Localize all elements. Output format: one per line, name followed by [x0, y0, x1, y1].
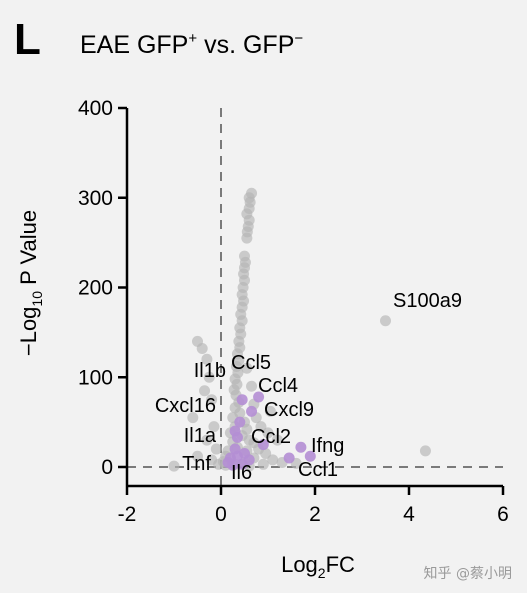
watermark: 知乎 @蔡小明 — [424, 565, 512, 582]
y-axis-label-pre: −Log — [16, 307, 41, 357]
grey-data-point — [196, 343, 208, 355]
highlighted-data-point — [227, 459, 239, 471]
gene-label-ifng: Ifng — [311, 435, 344, 457]
grey-data-point — [199, 385, 211, 397]
gene-label-il1a: Il1a — [184, 425, 217, 447]
gene-label-cxcl16: Cxcl16 — [155, 395, 216, 417]
gene-label-il6: Il6 — [231, 462, 252, 484]
grey-data-point — [267, 454, 279, 466]
highlighted-data-point — [231, 450, 243, 462]
x-axis-label: Log2FC — [281, 552, 355, 581]
grey-data-point — [380, 315, 391, 327]
grey-data-point — [241, 232, 253, 244]
panel-letter: L — [14, 15, 41, 64]
grey-data-point — [210, 443, 222, 455]
gene-label-ccl2: Ccl2 — [251, 426, 291, 448]
highlighted-data-point — [246, 405, 258, 417]
grey-data-point — [203, 371, 215, 383]
grey-data-point — [213, 458, 225, 470]
chart-title-main: EAE GFP — [80, 31, 188, 59]
gene-label-il1b: Il1b — [194, 360, 226, 382]
highlighted-data-point — [257, 439, 269, 451]
chart-title: EAE GFP+ vs. GFP− — [80, 30, 303, 59]
gene-label-ccl4: Ccl4 — [258, 375, 298, 397]
x-tick-label: 4 — [403, 503, 415, 526]
grey-data-point — [192, 450, 203, 462]
x-tick-label: -2 — [118, 503, 137, 526]
highlighted-data-point — [231, 431, 243, 443]
grey-data-point — [271, 434, 283, 446]
grey-data-point — [187, 412, 199, 424]
gene-label-s100a9: S100a9 — [393, 290, 462, 312]
y-tick-label: 300 — [78, 187, 113, 210]
y-tick-label: 400 — [78, 97, 113, 120]
axes: 0 100 200 300 400 -2 0 2 4 6 — [78, 97, 509, 526]
gene-label-tnf: Tnf — [182, 453, 211, 475]
grey-data-point — [260, 448, 272, 460]
x-axis-label-rest: FC — [326, 552, 355, 577]
highlighted-data-point — [236, 394, 248, 406]
highlighted-data-point — [253, 391, 265, 403]
x-tick-label: 0 — [215, 503, 227, 526]
grey-data-point — [201, 434, 213, 446]
highlighted-data-point — [283, 452, 295, 464]
x-tick-label: 6 — [497, 503, 509, 526]
grey-data-point — [264, 405, 276, 417]
grey-data-point — [201, 353, 213, 365]
grey-data-point — [255, 421, 267, 433]
gene-label-ccl5: Ccl5 — [231, 352, 271, 374]
y-tick-label: 200 — [78, 277, 113, 300]
y-axis-label: −Log10 P Value — [16, 210, 45, 356]
chart-title-mid: vs. GFP — [197, 31, 294, 59]
chart-title-sup2: − — [294, 30, 303, 47]
grey-data-point — [419, 445, 431, 457]
grey-data-point — [257, 458, 269, 470]
grey-data-point — [246, 380, 258, 392]
gene-label-cxcl9: Cxcl9 — [264, 399, 314, 421]
grey-data-point — [262, 427, 274, 439]
y-tick-label: 100 — [78, 366, 113, 389]
x-axis-label-base: Log — [281, 552, 318, 577]
gene-label-ccl1: Ccl1 — [298, 459, 338, 481]
y-axis-label-sub: 10 — [29, 291, 45, 307]
chart-title-sup1: + — [188, 30, 197, 47]
y-tick-label: 0 — [101, 456, 113, 479]
highlighted-data-point — [236, 458, 248, 470]
y-axis-label-rest: P Value — [16, 210, 41, 291]
grey-data-point — [206, 394, 218, 406]
data-points — [168, 187, 431, 472]
highlighted-data-point — [295, 441, 307, 453]
x-tick-label: 2 — [309, 503, 321, 526]
highlighted-data-point — [304, 450, 316, 462]
grey-data-point — [168, 460, 180, 472]
grey-data-point — [208, 421, 220, 433]
grey-data-point — [241, 362, 253, 374]
highlighted-data-point — [234, 416, 246, 428]
x-axis-label-sub: 2 — [318, 565, 326, 581]
